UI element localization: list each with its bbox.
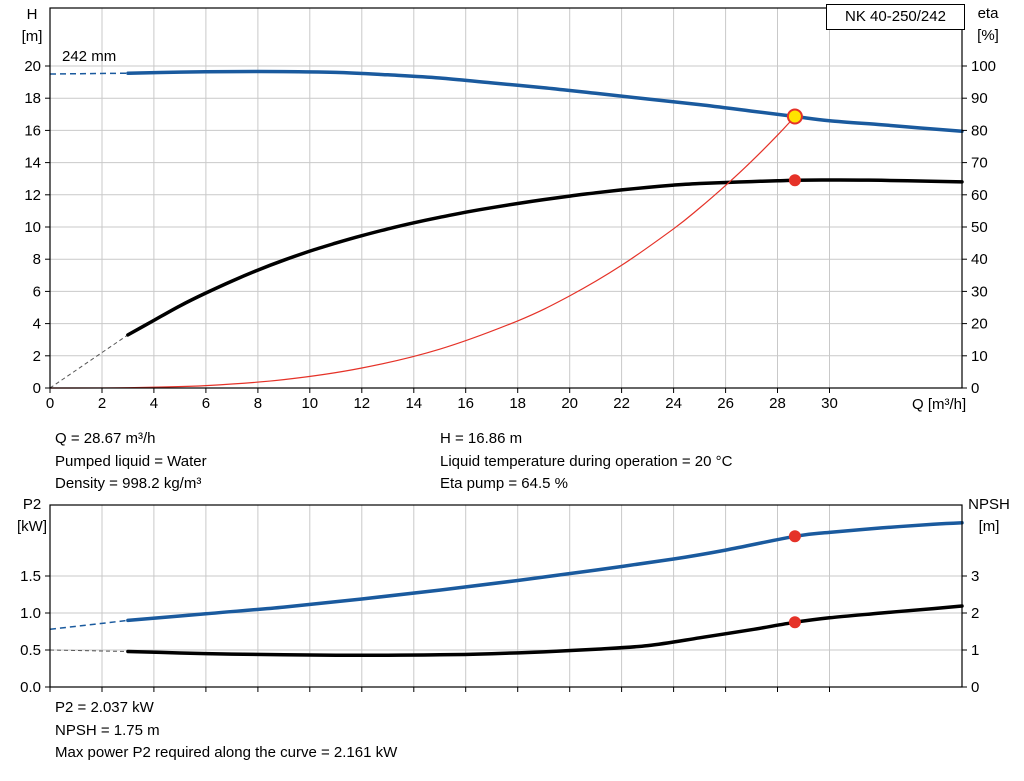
p2-curve-dashed-lead xyxy=(49,619,128,631)
left-axis-tick-label: 10 xyxy=(24,219,41,236)
efficiency-curve xyxy=(126,178,964,337)
left-axis-tick-label: 20 xyxy=(24,58,41,75)
efficiency-curve-dashed-lead xyxy=(49,334,129,389)
bottom-left-axis-symbol: P2 xyxy=(22,496,42,513)
head-curve xyxy=(126,69,964,133)
right-axis-tick-label: 50 xyxy=(971,219,988,236)
x-axis-tick-label: 14 xyxy=(405,395,422,412)
info-npsh: NPSH = 1.75 m xyxy=(55,721,160,739)
flow-axis-label: Q [m³/h] xyxy=(912,396,967,413)
right-axis-tick-label: 10 xyxy=(971,348,988,365)
left-axis-tick-label: 4 xyxy=(33,316,41,333)
info-temperature: Liquid temperature during operation = 20… xyxy=(440,452,733,470)
info-head: H = 16.86 m xyxy=(440,430,523,447)
left-axis-tick-label: 2 xyxy=(33,348,41,365)
left-axis-tick-label: 8 xyxy=(33,251,41,268)
x-axis-tick-label: 22 xyxy=(613,395,630,412)
x-axis-tick-label: 24 xyxy=(665,395,682,412)
right-axis-tick-label: 60 xyxy=(971,187,988,204)
left-axis-tick-label: 1.5 xyxy=(20,568,41,585)
right-axis-tick-label: 20 xyxy=(971,316,988,333)
x-axis-tick-label: 10 xyxy=(301,395,318,412)
impeller-diameter-label: 242 mm xyxy=(62,48,117,65)
x-axis-tick-label: 30 xyxy=(821,395,838,412)
npsh-curve-dashed-lead xyxy=(49,649,128,652)
left-axis-tick-label: 12 xyxy=(24,187,41,204)
info-flow: Q = 28.67 m³/h xyxy=(55,430,156,447)
qh-eta-chart: 0246810121416182001020304050607080901000… xyxy=(24,7,996,412)
plot-frame xyxy=(49,504,963,688)
left-axis-tick-label: 6 xyxy=(33,283,41,300)
top-left-axis-unit: [m] xyxy=(21,28,43,45)
bottom-left-axis-unit: [kW] xyxy=(17,518,47,535)
right-axis-tick-label: 100 xyxy=(971,58,996,75)
right-axis-tick-label: 40 xyxy=(971,251,988,268)
top-left-axis-symbol: H xyxy=(26,6,38,23)
power-info: P2 = 2.037 kW NPSH = 1.75 m Max power P2… xyxy=(55,697,397,765)
x-axis-tick-label: 20 xyxy=(561,395,578,412)
left-axis-tick-label: 0.0 xyxy=(20,679,41,696)
left-axis-tick-label: 18 xyxy=(24,90,41,107)
right-axis-tick-label: 90 xyxy=(971,90,988,107)
right-axis-tick-label: 3 xyxy=(971,568,979,585)
x-axis-tick-label: 28 xyxy=(769,395,786,412)
duty-point[interactable] xyxy=(786,108,803,125)
info-density: Density = 998.2 kg/m³ xyxy=(55,475,202,492)
top-left-axis-title: H [m] xyxy=(10,4,54,48)
bottom-right-axis-symbol: NPSH xyxy=(968,496,1010,513)
info-eta-pump: Eta pump = 64.5 % xyxy=(440,475,568,492)
left-axis-tick-label: 14 xyxy=(24,155,41,172)
right-axis-tick-label: 2 xyxy=(971,605,979,622)
npsh-duty-point[interactable] xyxy=(788,616,801,629)
eta-duty-point[interactable] xyxy=(788,174,801,187)
left-axis-tick-label: 0 xyxy=(33,380,41,397)
bottom-right-axis-unit: [m] xyxy=(978,518,1000,535)
left-axis-tick-label: 16 xyxy=(24,122,41,139)
plot-frame xyxy=(49,7,963,389)
bottom-right-axis-title: NPSH [m] xyxy=(960,494,1018,538)
info-max-power: Max power P2 required along the curve = … xyxy=(55,744,398,761)
right-axis-tick-label: 70 xyxy=(971,155,988,172)
right-axis-tick-label: 80 xyxy=(971,122,988,139)
left-axis-tick-label: 0.5 xyxy=(20,642,41,659)
p2-curve xyxy=(126,521,964,623)
x-axis-tick-label: 26 xyxy=(717,395,734,412)
p2-duty-point[interactable] xyxy=(788,530,801,543)
x-axis-tick-label: 6 xyxy=(202,395,210,412)
info-pumped-liquid: Pumped liquid = Water xyxy=(55,452,207,470)
top-right-axis-title: eta [%] xyxy=(962,3,1014,47)
right-axis-tick-label: 30 xyxy=(971,283,988,300)
top-right-axis-symbol: eta xyxy=(977,5,999,22)
x-axis-tick-label: 8 xyxy=(254,395,262,412)
info-p2: P2 = 2.037 kW xyxy=(55,699,154,716)
left-axis-tick-label: 1.0 xyxy=(20,605,41,622)
x-axis-tick-label: 4 xyxy=(150,395,158,412)
x-axis-tick-label: 12 xyxy=(353,395,370,412)
x-axis-tick-label: 16 xyxy=(457,395,474,412)
bottom-left-axis-title: P2 [kW] xyxy=(8,494,56,538)
pump-type-box: NK 40-250/242 xyxy=(826,4,965,30)
top-right-axis-unit: [%] xyxy=(977,27,999,44)
head-curve-dashed-lead xyxy=(49,72,128,75)
x-axis-tick-label: 18 xyxy=(509,395,526,412)
npsh-curve xyxy=(126,604,964,657)
right-axis-tick-label: 0 xyxy=(971,380,979,397)
operating-info-right: H = 16.86 m Liquid temperature during op… xyxy=(440,428,732,496)
right-axis-tick-label: 0 xyxy=(971,679,979,696)
operating-info-left: Q = 28.67 m³/h Pumped liquid = Water Den… xyxy=(55,428,207,496)
x-axis-tick-label: 0 xyxy=(46,395,54,412)
duty-parabola xyxy=(49,115,796,389)
p2-npsh-chart: 0.0 0.5 1.0 1.5 0 1 2 3 xyxy=(20,504,979,696)
x-axis-tick-label: 2 xyxy=(98,395,106,412)
right-axis-tick-label: 1 xyxy=(971,642,979,659)
